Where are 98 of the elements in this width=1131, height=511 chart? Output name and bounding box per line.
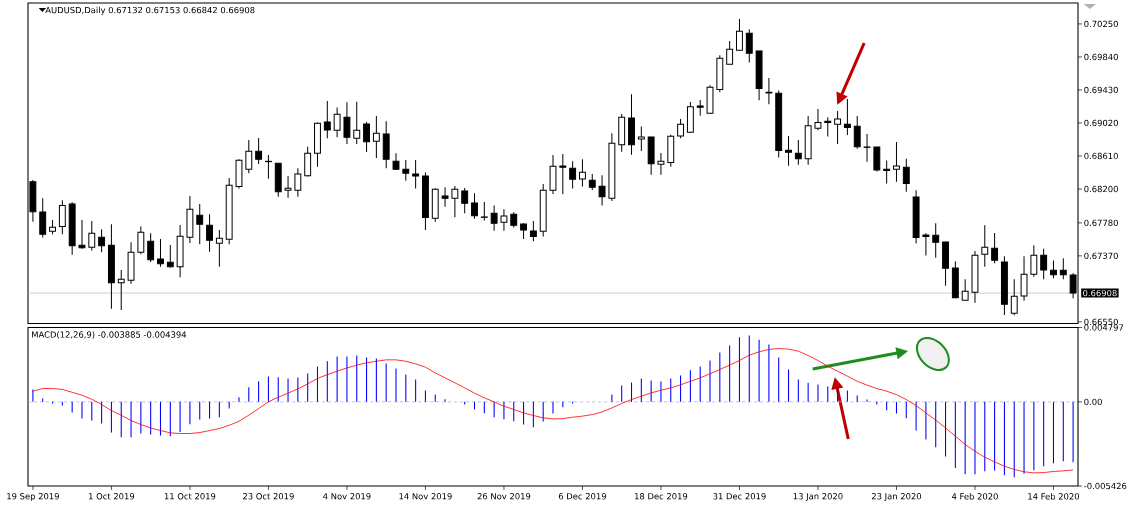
- candlestick: [500, 208, 508, 232]
- y-tick-label: 0.68200: [1084, 185, 1118, 193]
- candlestick: [1010, 278, 1018, 316]
- candlestick: [814, 108, 822, 131]
- candlestick: [78, 219, 86, 250]
- candlestick: [480, 201, 488, 222]
- x-tick-label: 19 Sep 2019: [7, 493, 59, 502]
- x-tick-label: 14 Nov 2019: [399, 493, 452, 500]
- x-tick-label: 31 Dec 2019: [713, 493, 766, 500]
- candlestick: [1040, 248, 1048, 280]
- candlestick: [412, 159, 420, 190]
- candlestick: [559, 153, 567, 195]
- candlestick: [961, 278, 969, 301]
- candlestick: [343, 101, 351, 145]
- candlestick: [932, 222, 940, 259]
- candlestick: [863, 133, 871, 163]
- candlestick: [677, 118, 685, 139]
- candlestick: [333, 107, 341, 138]
- candlestick: [147, 232, 155, 263]
- candlestick: [794, 139, 802, 166]
- candlestick: [569, 160, 577, 190]
- candlestick: [284, 175, 292, 199]
- candlestick: [637, 126, 645, 152]
- candlestick: [834, 110, 842, 145]
- x-tick-label: 14 Feb 2020: [1028, 493, 1080, 500]
- candlestick: [490, 205, 498, 232]
- candlestick: [206, 213, 213, 253]
- candlestick: [372, 115, 380, 159]
- candlestick: [245, 139, 253, 174]
- candlestick: [304, 146, 312, 178]
- candlestick: [598, 174, 606, 207]
- candlestick: [853, 115, 861, 150]
- candlestick: [98, 228, 106, 253]
- candlestick: [873, 146, 881, 173]
- candlestick: [323, 100, 331, 139]
- x-tick-label: 6 Dec 2019: [558, 493, 606, 500]
- candlestick: [88, 220, 96, 252]
- x-tick-label: 11 Oct 2019: [164, 493, 216, 500]
- candlestick: [157, 238, 164, 268]
- y-tick-label: 0.70250: [1084, 20, 1118, 28]
- candlestick: [294, 167, 302, 198]
- candlestick: [451, 185, 459, 218]
- candlestick: [902, 158, 910, 193]
- y-tick-label: 0.69840: [1084, 53, 1118, 61]
- candlestick: [402, 159, 410, 182]
- y-tick-label: 0.00: [1084, 398, 1102, 406]
- candlestick: [824, 116, 832, 138]
- x-tick-label: 13 Jan 2020: [793, 493, 843, 501]
- x-tick-label: 26 Nov 2019: [477, 493, 531, 500]
- candlestick: [579, 158, 586, 188]
- candlestick: [117, 269, 125, 311]
- candlestick: [529, 220, 537, 242]
- y-tick-label: 0.69430: [1084, 86, 1118, 94]
- candlestick: [166, 244, 174, 269]
- y-tick-label: 0.67780: [1084, 219, 1118, 227]
- candlestick: [58, 199, 66, 235]
- y-tick-label: 0.69020: [1084, 119, 1118, 127]
- candlestick: [726, 40, 734, 65]
- y-tick-label: -0.005426: [1084, 482, 1127, 490]
- x-tick-label: 4 Feb 2020: [951, 493, 998, 500]
- candlestick: [922, 232, 930, 257]
- y-tick-label: 0.66550: [1084, 318, 1118, 326]
- candlestick: [785, 135, 792, 167]
- candlestick: [392, 152, 400, 171]
- candlestick: [471, 192, 478, 220]
- candlestick: [736, 18, 743, 51]
- candlestick: [39, 197, 47, 239]
- y-tick-label: 0.68610: [1084, 152, 1118, 160]
- x-tick-label: 23 Oct 2019: [243, 493, 294, 500]
- candlestick: [765, 77, 773, 105]
- candlestick: [991, 232, 999, 264]
- candlestick: [981, 224, 989, 268]
- candlestick: [1030, 244, 1038, 278]
- candlestick: [657, 152, 665, 176]
- candlestick: [893, 141, 900, 183]
- y-tick-label: 0.67370: [1084, 252, 1118, 260]
- candlestick: [1059, 257, 1067, 280]
- candlestick: [196, 203, 204, 245]
- candlestick: [883, 160, 891, 185]
- x-tick-label: 4 Nov 2019: [323, 493, 371, 500]
- candlestick: [215, 229, 223, 268]
- candlestick: [843, 98, 851, 136]
- chart-title: AUDUSD,Daily 0.67132 0.67153 0.66842 0.66908: [45, 6, 255, 15]
- candlestick: [137, 226, 145, 255]
- x-tick-label: 18 Dec 2019: [635, 493, 688, 500]
- ref-line-label: 0.66908: [1083, 289, 1117, 297]
- x-tick-label: 1 Oct 2019: [89, 493, 135, 500]
- candlestick: [255, 137, 263, 165]
- candlestick: [1020, 255, 1028, 302]
- x-tick-label: 23 Jan 2020: [871, 493, 922, 501]
- candlestick: [441, 186, 449, 208]
- chart-title: MACD(12,26,9) -0.003885 -0.004394: [32, 331, 187, 339]
- candlestick: [353, 101, 361, 145]
- candlestick: [549, 154, 557, 195]
- candlestick: [363, 121, 370, 153]
- candlestick: [461, 187, 469, 214]
- y-tick-label: 0.004797: [1084, 324, 1124, 331]
- candlestick: [745, 28, 753, 64]
